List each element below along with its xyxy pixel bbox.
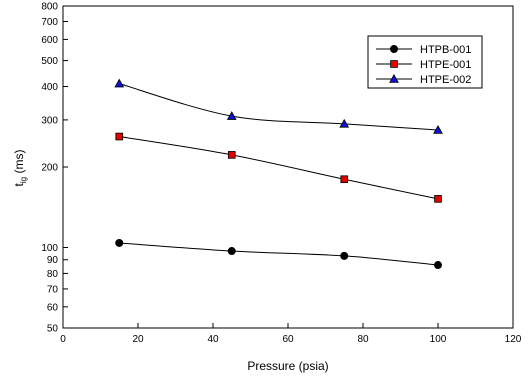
y-axis-title: tig (ms): [12, 150, 28, 187]
y-tick-label: 500: [41, 56, 58, 67]
legend-marker-htpe-002: [389, 73, 399, 83]
x-tick-label: 40: [207, 334, 219, 345]
series-layer: [114, 78, 443, 270]
data-point-htpe-001: [115, 132, 124, 141]
y-tick-label: 100: [41, 243, 58, 254]
data-point-htpe-002: [433, 124, 443, 134]
series-line-htpe-001: [119, 136, 439, 200]
y-axis-title-main: t: [12, 182, 26, 186]
x-tick-label: 20: [132, 334, 144, 345]
data-point-htpb-001: [227, 247, 236, 256]
y-tick-label: 700: [41, 17, 58, 28]
y-tick-label: 300: [41, 115, 58, 126]
y-tick-label: 200: [41, 163, 58, 174]
y-tick-label: 800: [41, 2, 58, 13]
legend-label-htpe-001: HTPE-001: [420, 59, 471, 71]
data-point-htpe-002: [226, 111, 237, 120]
data-point-htpe-001: [227, 151, 236, 159]
x-axis: 0 20 40 60 80 100 120: [60, 323, 522, 345]
data-point-htpe-002: [114, 78, 125, 88]
legend-label-htpe-002: HTPE-002: [420, 74, 471, 86]
y-tick-label: 50: [47, 324, 59, 335]
y-tick-label: 80: [47, 269, 59, 280]
y-tick-label: 70: [47, 284, 59, 295]
x-tick-label: 0: [60, 334, 66, 345]
data-point-htpb-001: [115, 238, 124, 247]
x-axis-title: Pressure (psia): [247, 359, 328, 373]
series-line-htpe-002: [119, 83, 439, 131]
data-point-htpb-001: [433, 261, 442, 270]
series-line-htpb-001: [119, 242, 439, 266]
legend-marker-htpe-001: [390, 60, 398, 68]
data-point-htpe-002: [339, 118, 350, 128]
y-axis-title-sub: ig: [19, 177, 28, 183]
y-tick-label: 90: [47, 255, 59, 266]
data-point-htpe-001: [434, 195, 442, 203]
y-axis-title-unit: (ms): [12, 150, 26, 177]
legend: HTPB-001 HTPE-001 HTPE-002: [367, 35, 483, 89]
y-tick-label: 600: [41, 35, 58, 46]
y-tick-label: 60: [47, 302, 59, 313]
data-point-htpe-001: [340, 175, 349, 184]
x-tick-label: 80: [357, 334, 369, 345]
x-tick-label: 120: [505, 334, 522, 345]
x-tick-label: 60: [282, 334, 294, 345]
y-tick-label: 400: [41, 82, 58, 93]
x-tick-label: 100: [430, 334, 447, 345]
legend-marker-htpb-001: [389, 45, 398, 54]
legend-label-htpb-001: HTPB-001: [420, 44, 471, 56]
data-point-htpb-001: [340, 251, 349, 260]
